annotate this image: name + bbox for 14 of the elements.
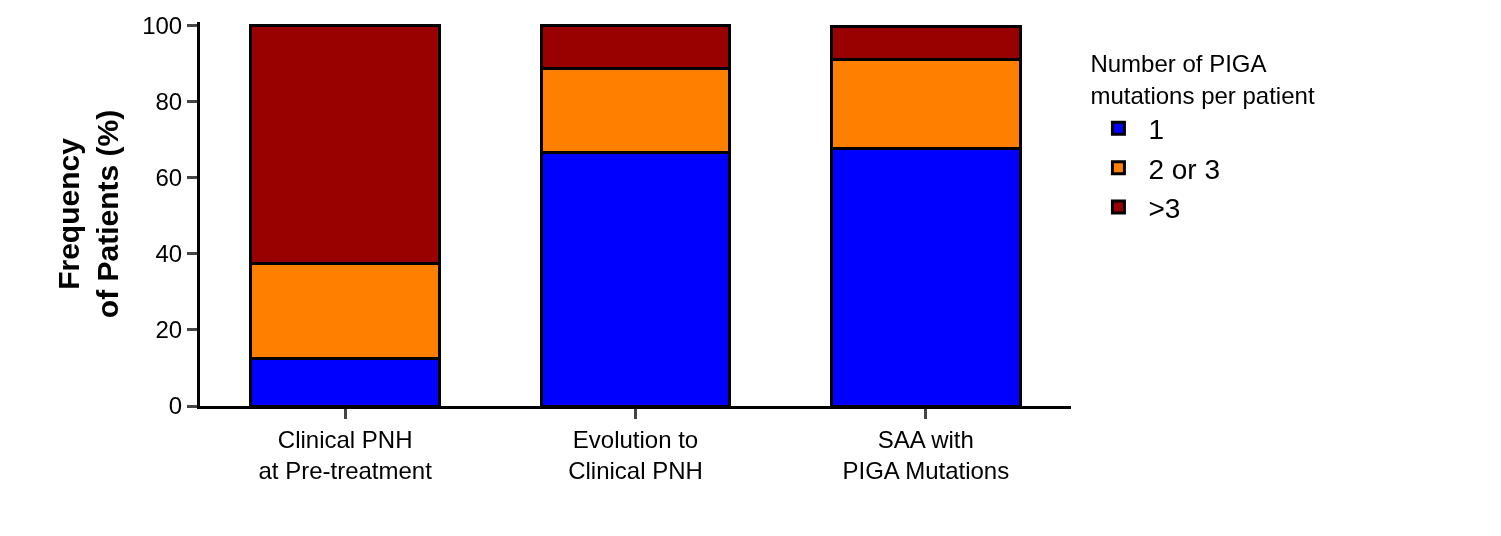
x-tick-label: SAA with PIGA Mutations <box>842 425 1010 484</box>
y-tick-label: 20 <box>155 316 183 344</box>
y-tick-label: 80 <box>155 88 183 116</box>
y-tick-label: 60 <box>155 164 183 192</box>
legend-label: >3 <box>1148 193 1181 225</box>
x-tick-label: Evolution to Clinical PNH <box>568 425 703 484</box>
y-tick-label: 100 <box>142 12 183 40</box>
legend-label: 1 <box>1148 114 1164 146</box>
y-tick-label: 40 <box>155 240 183 268</box>
x-tick-label: Clinical PNH at Pre-treatment <box>258 425 433 484</box>
legend-label: 2 or 3 <box>1148 153 1221 185</box>
y-axis-title: Frequency of Patients (%) <box>52 109 125 319</box>
y-tick-label: 0 <box>168 392 183 420</box>
legend-title: Number of PIGA mutations per patient <box>1090 50 1315 109</box>
